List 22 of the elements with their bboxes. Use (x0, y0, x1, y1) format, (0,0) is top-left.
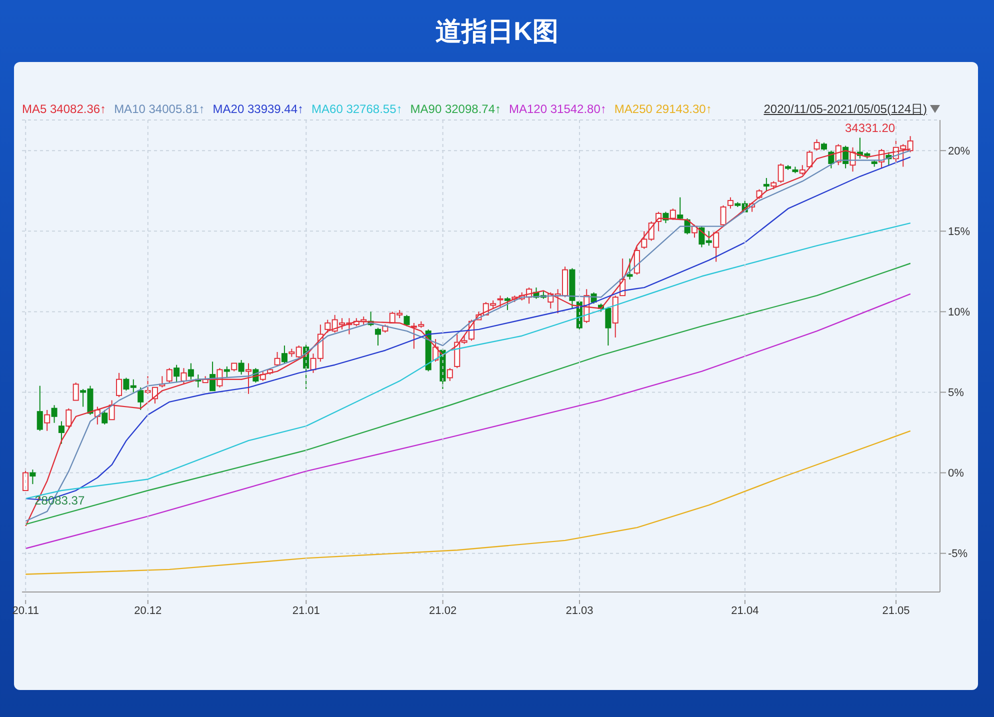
x-tick-label: 21.05 (882, 604, 910, 617)
x-tick-label: 21.03 (566, 604, 594, 617)
x-tick-label: 21.01 (292, 604, 320, 617)
x-tick-label: 20.12 (134, 604, 162, 617)
text: 2020/11/05-2021/05/05(124日) (764, 100, 927, 118)
x-tick-label: 21.02 (429, 604, 457, 617)
text: MA90 32098.74↑ (410, 102, 501, 116)
text: MA250 29143.30↑ (614, 102, 712, 116)
x-tick-label: 21.04 (731, 604, 759, 617)
y-tick-label: 10% (948, 306, 970, 319)
annotation: 34331.20 (845, 121, 896, 136)
y-tick-label: 20% (948, 146, 970, 158)
text: MA10 34005.81↑ (114, 102, 205, 116)
chart-title: 道指日K图 (434, 15, 560, 48)
y-tick-label: 5% (948, 387, 964, 400)
y-tick-label: 15% (948, 226, 970, 238)
y-tick-label: 0% (948, 468, 964, 480)
y-tick-label: -5% (948, 548, 968, 560)
text: MA20 33939.44↑ (212, 102, 304, 116)
text: MA5 34082.36↑ (22, 102, 106, 116)
text: MA60 32768.55↑ (312, 102, 402, 116)
text: MA120 31542.80↑ (509, 102, 606, 116)
